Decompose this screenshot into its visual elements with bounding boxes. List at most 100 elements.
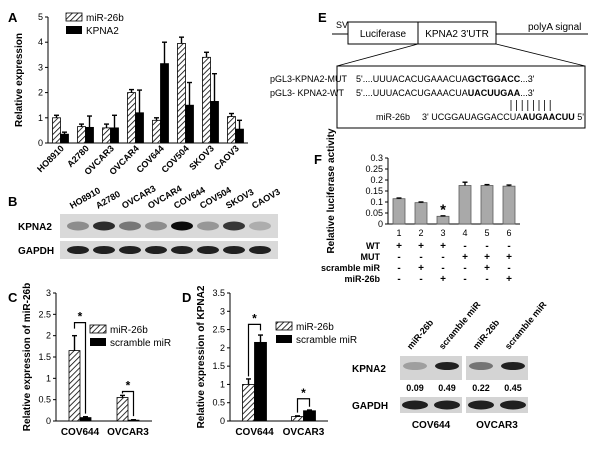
- blot-strip-gapdh: [60, 241, 278, 259]
- column-number: 4: [462, 228, 467, 238]
- blot-band-kpna2: [403, 362, 427, 370]
- treatment-cell: -: [441, 252, 444, 263]
- bar: [210, 101, 219, 144]
- treatment-cell: -: [397, 263, 400, 274]
- x-tick-label: OVCAR3: [107, 427, 149, 438]
- blot-row-label: KPNA2: [18, 222, 52, 233]
- treatment-cell: +: [462, 252, 468, 263]
- treatment-cell: +: [440, 241, 446, 252]
- y-tick-label: 3: [220, 306, 225, 316]
- x-tick-label: CAOV3: [212, 143, 241, 172]
- y-axis-label: Relative expression of miR-26b: [22, 283, 33, 431]
- legend-a-label-2: KPNA2: [86, 26, 119, 37]
- column-number: 3: [440, 228, 445, 238]
- luciferase-label: Luciferase: [360, 29, 407, 40]
- legend-c-swatch-2: [90, 338, 106, 346]
- y-tick-label: 2.5: [38, 309, 51, 319]
- treatment-cell: +: [396, 241, 402, 252]
- bar: [160, 63, 169, 144]
- blot-band-gapdh: [67, 246, 89, 254]
- y-tick-label: 3: [46, 288, 51, 298]
- bar: [85, 126, 94, 144]
- blot-band-gapdh: [171, 246, 193, 254]
- column-number: 5: [484, 228, 489, 238]
- blot-lane-label: miR-26b: [405, 317, 436, 351]
- blot-band-gapdh: [249, 246, 271, 254]
- legend-c-swatch-1: [89, 324, 107, 334]
- treatment-cell: -: [485, 274, 488, 285]
- blot-band-kpna2: [435, 362, 459, 370]
- bar: [303, 410, 316, 422]
- bar: [185, 104, 194, 144]
- bar: [127, 92, 136, 144]
- y-tick-label: 0.2: [370, 175, 383, 185]
- treatment-cell: -: [507, 241, 510, 252]
- treatment-cell: -: [397, 274, 400, 285]
- blot-group-label: COV644: [412, 420, 451, 431]
- legend-a: miR-26b KPNA2: [65, 12, 124, 37]
- treatment-cell: -: [441, 263, 444, 274]
- bar: [502, 185, 516, 225]
- chart-c: 0 0.5 1 1.5 2 2.5 3 Relative expression of miR-…: [22, 283, 152, 438]
- panel-label-a: A: [8, 10, 18, 25]
- column-number: 1: [396, 228, 401, 238]
- y-tick-label: 2: [220, 343, 225, 353]
- treatment-cell: -: [463, 263, 466, 274]
- wt-seq-bold: UACUUGAA: [468, 88, 521, 98]
- mir-seq-plain: 3' UCGGAUAGGACCUA: [422, 112, 522, 122]
- treatment-cell: -: [463, 274, 466, 285]
- blot-band-kpna2: [223, 221, 245, 231]
- y-tick-label: 0.25: [365, 164, 383, 174]
- bar: [60, 133, 69, 144]
- legend-c-label-1: miR-26b: [110, 325, 148, 336]
- blot-band-gapdh: [434, 400, 460, 410]
- blot-lane-label: scramble miR: [503, 299, 549, 351]
- blot-band-kpna2: [171, 221, 193, 231]
- mut-seq-end: ...3': [520, 74, 535, 84]
- bar: [177, 43, 186, 144]
- bar: [235, 128, 244, 144]
- bar: [52, 117, 61, 144]
- blot-band-kpna2: [145, 221, 167, 231]
- wt-seq-end: ...3': [520, 88, 535, 98]
- treatment-cell: +: [506, 274, 512, 285]
- blot-band-gapdh: [119, 246, 141, 254]
- legend-a-label-1: miR-26b: [86, 13, 124, 24]
- y-tick-label: 5: [38, 12, 43, 22]
- blot-row-label: GAPDH: [18, 246, 54, 257]
- mir-label: miR-26b: [376, 112, 410, 122]
- legend-d-label-2: scramble miR: [296, 335, 357, 346]
- bar: [152, 119, 161, 144]
- western-blot-b: KPNA2GAPDHHO8910A2780OVCAR3OVCAR4COV644C…: [18, 183, 282, 259]
- y-tick-label: 1: [46, 373, 51, 383]
- y-tick-label: 0.1: [370, 197, 383, 207]
- utr-box: [417, 21, 497, 45]
- y-tick-label: 0: [378, 219, 383, 229]
- y-tick-label: 1.5: [38, 352, 51, 362]
- mut-label: pGL3-KPNA2-MUT: [270, 74, 348, 84]
- y-tick-label: 0: [38, 138, 43, 148]
- blot-band-gapdh: [145, 246, 167, 254]
- x-tick-label: COV644: [61, 427, 100, 438]
- y-axis-label: Relative expression: [14, 33, 25, 127]
- bar: [392, 198, 406, 225]
- blot-band-gapdh: [468, 400, 494, 410]
- blot-band-kpna2: [67, 221, 89, 231]
- panel-label-b: B: [8, 194, 17, 209]
- zoom-line-left: [336, 43, 419, 67]
- blot-band-kpna2: [197, 221, 219, 231]
- legend-c-label-2: scramble miR: [110, 338, 171, 349]
- panel-label-c: C: [8, 290, 18, 305]
- significance-star: *: [252, 311, 257, 325]
- legend-d: miR-26b scramble miR: [275, 321, 357, 346]
- bar: [227, 116, 236, 144]
- treatment-cell: +: [418, 263, 424, 274]
- blot-band-kpna2: [119, 221, 141, 231]
- panel-label-d: D: [182, 290, 191, 305]
- mir-seq-bold: AUGAACUU: [522, 112, 575, 122]
- treatment-row-label: MUT: [361, 252, 381, 262]
- significance-star: *: [126, 379, 131, 393]
- bar: [79, 417, 92, 422]
- y-tick-label: 2: [46, 331, 51, 341]
- bar: [116, 397, 129, 422]
